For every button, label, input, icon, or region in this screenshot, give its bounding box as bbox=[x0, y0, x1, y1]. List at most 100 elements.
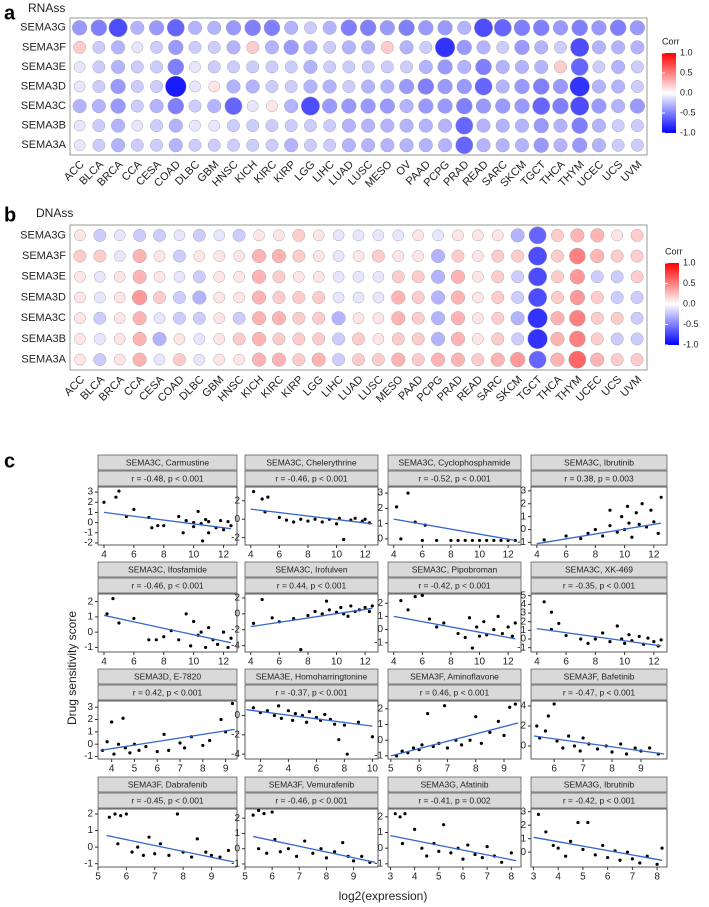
point bbox=[442, 823, 446, 827]
fit-line bbox=[103, 511, 232, 530]
bubble bbox=[352, 312, 365, 325]
strip bbox=[530, 776, 668, 793]
point bbox=[579, 637, 583, 641]
bubble bbox=[246, 40, 260, 54]
bubble bbox=[437, 20, 453, 36]
point bbox=[221, 528, 226, 532]
y-axis-title: Drug sensitivity score bbox=[65, 611, 79, 725]
color-bar bbox=[662, 53, 676, 133]
bubble bbox=[570, 37, 590, 57]
bubble bbox=[528, 226, 547, 245]
bubble bbox=[359, 19, 377, 37]
x-tick-label: 4 bbox=[555, 872, 561, 883]
bubble bbox=[418, 118, 433, 133]
point bbox=[406, 608, 410, 612]
bubble bbox=[322, 98, 338, 114]
point bbox=[492, 538, 496, 543]
bubble bbox=[514, 78, 530, 95]
point bbox=[367, 609, 372, 614]
row-label: SEMA3B bbox=[21, 333, 66, 345]
y-tick-label: -1 bbox=[231, 859, 240, 870]
point bbox=[204, 517, 208, 522]
bubble bbox=[323, 40, 337, 54]
bubble bbox=[251, 331, 267, 346]
bubble bbox=[246, 60, 260, 74]
point bbox=[107, 815, 111, 819]
point bbox=[393, 812, 397, 816]
point bbox=[226, 848, 231, 853]
bubble bbox=[610, 311, 624, 325]
point bbox=[564, 854, 568, 858]
bubble bbox=[352, 270, 365, 283]
point bbox=[124, 812, 128, 816]
x-tick-label: 10 bbox=[188, 657, 200, 668]
y-tick-label: 1 bbox=[377, 827, 383, 838]
point bbox=[178, 741, 182, 745]
bubble bbox=[192, 228, 206, 242]
point bbox=[286, 709, 290, 713]
bubble bbox=[514, 98, 530, 114]
point bbox=[132, 616, 136, 621]
bubble bbox=[341, 138, 356, 153]
bubble bbox=[93, 228, 107, 242]
point bbox=[461, 857, 465, 861]
plot-frame bbox=[97, 593, 238, 653]
x-tick-label: 5 bbox=[436, 872, 442, 883]
x-tick-label: 6 bbox=[131, 657, 137, 668]
point bbox=[556, 846, 560, 850]
bubble bbox=[391, 270, 405, 284]
bubble bbox=[113, 333, 126, 345]
bubble bbox=[74, 291, 86, 304]
panel-letter: c bbox=[4, 450, 15, 472]
y-tick-label: 0 bbox=[234, 609, 240, 620]
plot-frame bbox=[530, 593, 668, 653]
bubble bbox=[511, 332, 525, 346]
facet-stat: r = -0.42, p < 0.001 bbox=[563, 795, 636, 805]
bubble bbox=[110, 98, 126, 114]
y-tick-label: 3 bbox=[87, 487, 93, 498]
point bbox=[189, 644, 193, 648]
y-tick-label: 0 bbox=[87, 842, 93, 853]
point bbox=[286, 847, 291, 851]
bubble bbox=[148, 20, 165, 36]
point bbox=[226, 645, 230, 650]
column-label: UCS bbox=[599, 374, 624, 399]
bubble bbox=[303, 59, 318, 74]
bubble bbox=[411, 291, 425, 304]
point bbox=[110, 720, 114, 724]
bubble bbox=[133, 228, 147, 242]
bubble bbox=[108, 18, 128, 38]
bubble bbox=[352, 332, 365, 346]
y-tick-label: -1 bbox=[84, 642, 93, 653]
strip bbox=[97, 684, 238, 701]
bubble bbox=[419, 40, 433, 54]
bubble bbox=[611, 229, 624, 242]
bubble bbox=[400, 60, 414, 74]
fit-line bbox=[106, 834, 235, 863]
bubble bbox=[552, 97, 569, 115]
point bbox=[117, 489, 121, 493]
point bbox=[442, 704, 447, 708]
x-tick-label: 8 bbox=[654, 872, 660, 883]
strip bbox=[97, 792, 238, 809]
fit-line bbox=[103, 614, 232, 644]
x-tick-label: 10 bbox=[367, 764, 379, 775]
point bbox=[499, 538, 503, 543]
strip bbox=[97, 577, 238, 594]
bubble bbox=[532, 78, 550, 95]
point bbox=[277, 704, 281, 708]
facet-stat: r = -0.52, p < 0.001 bbox=[418, 473, 491, 483]
bubble bbox=[113, 229, 126, 242]
bubble bbox=[312, 311, 326, 325]
strip bbox=[244, 577, 379, 594]
bubble bbox=[208, 119, 221, 132]
bubble bbox=[272, 270, 286, 284]
bubble bbox=[150, 80, 164, 93]
bubble bbox=[300, 96, 320, 116]
x-tick-label: 8 bbox=[448, 657, 454, 668]
y-tick-label: 4 bbox=[520, 701, 526, 712]
bubble bbox=[153, 353, 166, 366]
x-tick-label: 3 bbox=[388, 872, 394, 883]
bubble bbox=[213, 250, 226, 262]
bubble bbox=[93, 333, 106, 345]
